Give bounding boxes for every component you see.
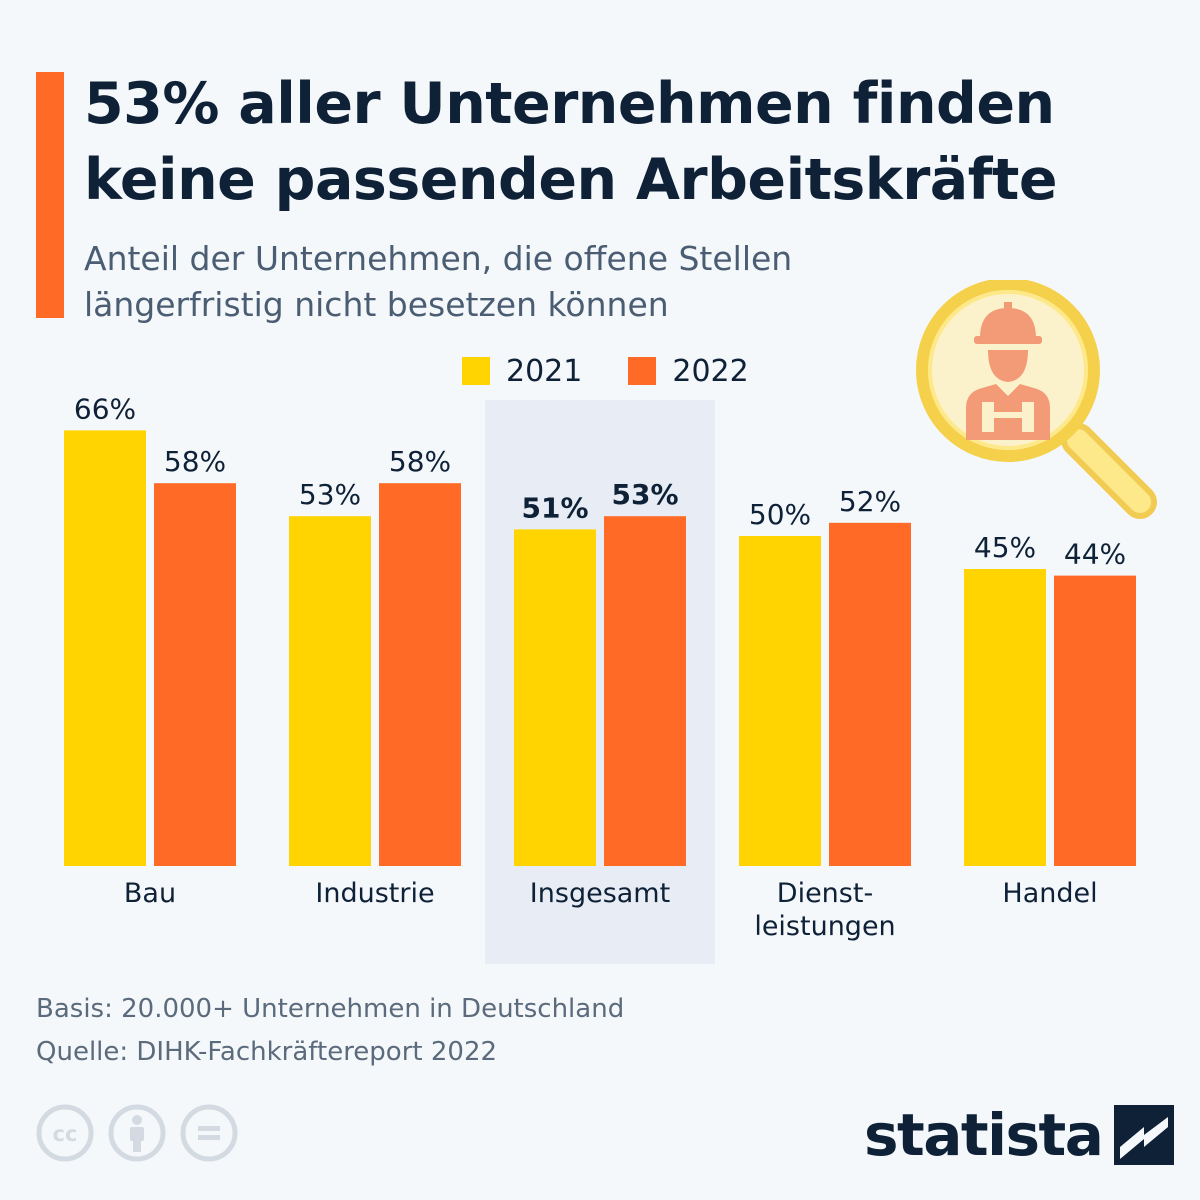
statista-wordmark: statista <box>864 1101 1104 1169</box>
legend-label-2022: 2022 <box>672 353 749 389</box>
bar-bau-2022 <box>154 483 236 866</box>
by-icon[interactable] <box>108 1104 166 1162</box>
category-label-handel: Handel <box>1002 878 1097 909</box>
footer-basis: Basis: 20.000+ Unternehmen in Deutschlan… <box>36 994 625 1024</box>
legend-swatch-2022 <box>628 357 657 385</box>
category-label-bau: Bau <box>124 878 176 909</box>
nd-icon[interactable] <box>180 1104 238 1162</box>
bar-value-insgesamt-2022: 53% <box>611 478 678 511</box>
legend-label-2021: 2021 <box>506 353 583 389</box>
legend-swatch-2021 <box>462 357 490 385</box>
statista-logo[interactable]: statista <box>864 1100 1175 1170</box>
footer-source: Quelle: DIHK-Fachkräftereport 2022 <box>36 1037 498 1067</box>
legend-item-2022: 2022 <box>628 353 749 389</box>
statista-mark-icon <box>1114 1105 1175 1165</box>
bar-chart: 66% 58% Bau 53% 58% Industrie 51% 53% Insgesamt 5… <box>64 392 1136 964</box>
bar-value-handel-2022: 44% <box>1064 538 1126 571</box>
category-label-industrie: Industrie <box>315 878 434 909</box>
svg-text:cc: cc <box>53 1122 78 1146</box>
bar-value-dienstleistungen-2022: 52% <box>839 485 901 518</box>
bar-value-bau-2022: 58% <box>164 445 226 478</box>
magnifier-worker-icon <box>916 280 1157 519</box>
bar-insgesamt-2021 <box>514 529 596 866</box>
footer: Basis: 20.000+ Unternehmen in Deutschlan… <box>36 988 624 1074</box>
chart-subtitle: Anteil der Unternehmen, die offene Stell… <box>84 239 793 324</box>
bar-value-dienstleistungen-2021: 50% <box>749 498 811 531</box>
bar-handel-2021 <box>964 569 1046 866</box>
cc-icon[interactable]: cc <box>36 1104 94 1162</box>
category-label-dienstleistungen-line1: Dienst- <box>777 878 873 909</box>
bar-value-insgesamt-2021: 51% <box>521 491 588 524</box>
bar-bau-2021 <box>64 430 146 866</box>
category-label-dienstleistungen-line2: leistungen <box>754 911 895 942</box>
bar-dienstleistungen-2021 <box>739 536 821 866</box>
legend: 2021 2022 <box>462 348 749 394</box>
license-icons: cc <box>36 1104 238 1162</box>
bar-insgesamt-2022 <box>604 516 686 866</box>
bar-value-industrie-2021: 53% <box>299 478 361 511</box>
bar-value-bau-2021: 66% <box>74 392 136 425</box>
category-label-insgesamt: Insgesamt <box>530 878 670 909</box>
bar-industrie-2022 <box>379 483 461 866</box>
bar-industrie-2021 <box>289 516 371 866</box>
legend-item-2021: 2021 <box>462 354 582 389</box>
bar-value-industrie-2022: 58% <box>389 445 451 478</box>
bar-handel-2022 <box>1054 575 1136 866</box>
chart-title: 53% aller Unternehmen finden keine passe… <box>84 71 1057 213</box>
bar-dienstleistungen-2022 <box>829 522 911 866</box>
bar-value-handel-2021: 45% <box>974 531 1036 564</box>
title-accent-bar <box>36 72 64 318</box>
